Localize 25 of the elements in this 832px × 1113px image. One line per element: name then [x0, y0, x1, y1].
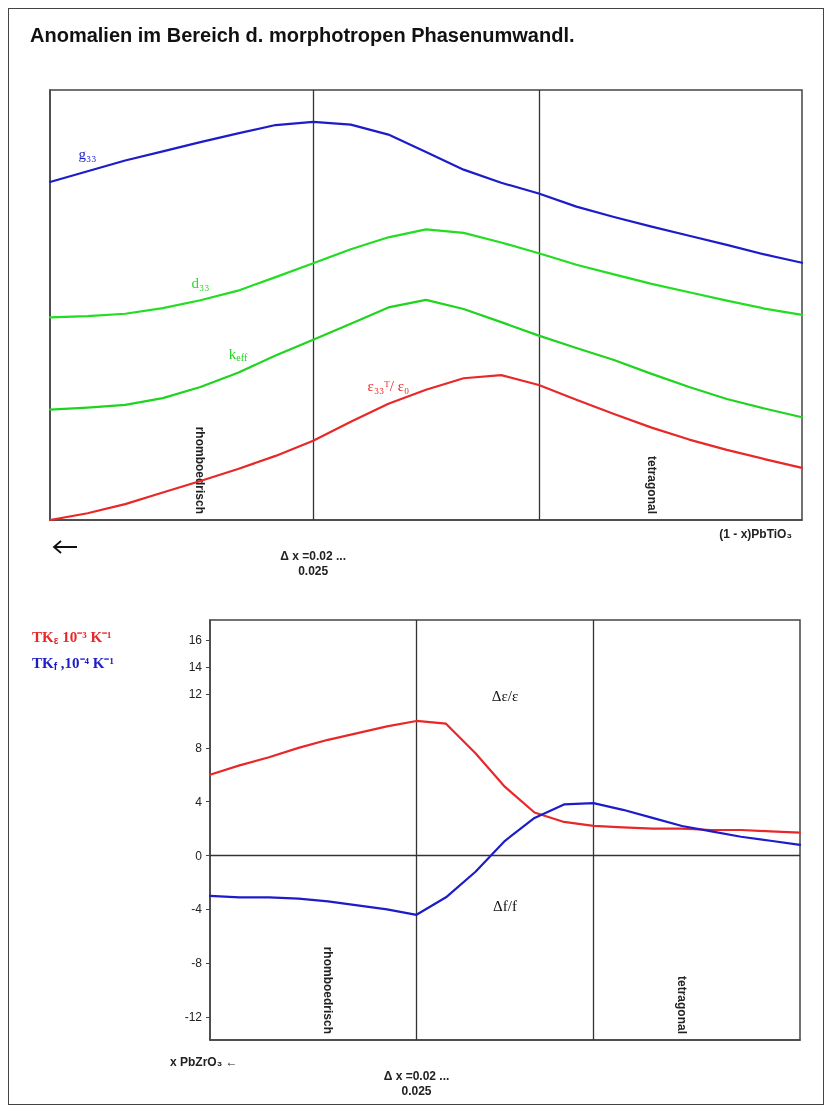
- y-tick-label: 8: [195, 740, 203, 755]
- y-tick-label: 16: [188, 633, 203, 648]
- annotation: rhomboedrisch: [193, 426, 208, 514]
- y-tick-label: -4: [191, 902, 203, 917]
- x-axis-title: x PbZrO₃ ←: [170, 1055, 238, 1069]
- y-tick-label: 12: [188, 687, 203, 702]
- text: Δ x =0.02 ... 0.025: [280, 548, 347, 578]
- series-label: g₃₃: [78, 145, 97, 162]
- series-label: ε₃₃ᵀ/ ε₀: [367, 378, 410, 395]
- y-tick-label: -8: [191, 956, 203, 971]
- annotation: tetragonal: [675, 975, 689, 1034]
- y-tick-label: 14: [188, 660, 203, 675]
- y-tick-label: -12: [184, 1010, 203, 1025]
- series-label: d₃₃: [191, 274, 210, 291]
- x-axis-title: (1 - x)PbTiO₃: [719, 527, 792, 541]
- y-tick-label: 0: [195, 848, 203, 863]
- line-series: [208, 719, 802, 834]
- annotation: rhomboedrisch: [321, 946, 335, 1034]
- y-tick-label: 4: [195, 794, 203, 809]
- line-series: [208, 801, 802, 916]
- annotation: Δε/ε: [491, 687, 519, 704]
- annotation: tetragonal: [644, 455, 659, 514]
- text: Δ x =0.02 ... 0.025: [383, 1068, 450, 1098]
- chart-title: Anomalien im Bereich d. morphotropen Phasenumwandl.: [30, 24, 575, 47]
- annotation: Δf/f: [493, 897, 517, 914]
